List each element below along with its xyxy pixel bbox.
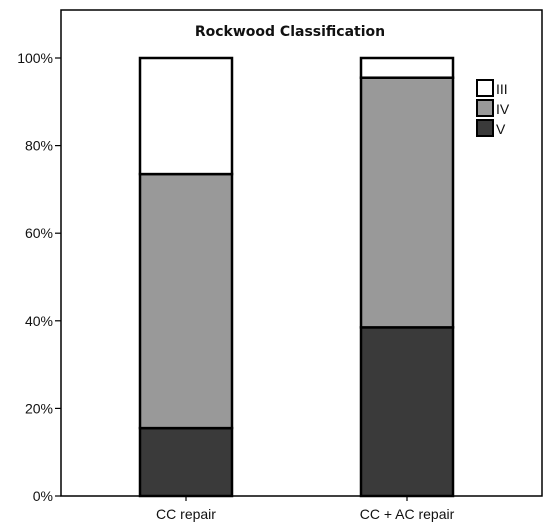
chart-title: Rockwood Classification xyxy=(195,24,385,40)
legend: III IV V xyxy=(476,79,510,137)
plot-area xyxy=(60,9,543,497)
y-tick-label: 80% xyxy=(25,138,53,154)
legend-label-iii: III xyxy=(496,81,508,97)
x-category-label: CC + AC repair xyxy=(360,506,455,522)
y-axis: 0% 20% 40% 60% 80% 100% xyxy=(17,50,61,504)
bar-segment-iv-1 xyxy=(138,172,234,430)
bar-segment-v-2 xyxy=(359,326,455,498)
legend-label-iv: IV xyxy=(496,101,510,117)
y-tick-label: 60% xyxy=(25,225,53,241)
bar-segment-iii-2 xyxy=(359,56,455,79)
legend-label-v: V xyxy=(496,121,506,137)
bar-segment-v-1 xyxy=(138,426,234,498)
x-axis: CC repair CC + AC repair xyxy=(156,496,455,522)
bar-segment-iii-1 xyxy=(138,56,234,176)
y-tick-label: 20% xyxy=(25,400,53,416)
legend-swatch-iv xyxy=(476,99,494,117)
bar-segment-iv-2 xyxy=(359,76,455,329)
legend-swatch-v xyxy=(476,119,494,137)
bars xyxy=(138,56,455,498)
y-tick-label: 40% xyxy=(25,313,53,329)
legend-swatch-iii xyxy=(476,79,494,97)
x-category-label: CC repair xyxy=(156,506,216,522)
y-tick-label: 100% xyxy=(17,50,53,66)
y-tick-label: 0% xyxy=(33,488,53,504)
